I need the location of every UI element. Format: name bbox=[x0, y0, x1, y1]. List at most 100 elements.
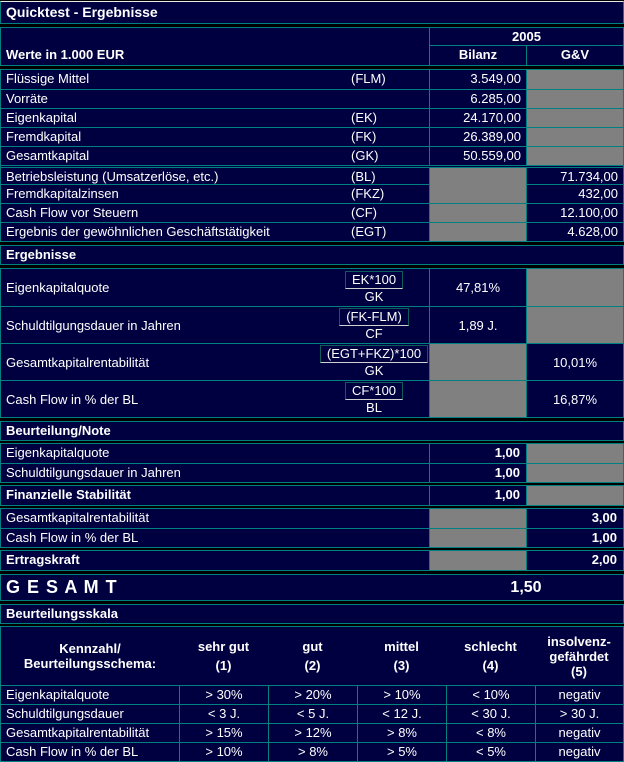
skala-value: > 10% bbox=[357, 686, 446, 704]
divider bbox=[0, 624, 624, 626]
skala-header-schlecht: schlecht (4) bbox=[464, 639, 517, 673]
divider bbox=[0, 548, 624, 550]
skala-value: negativ bbox=[535, 686, 623, 704]
note-value: 1,00 bbox=[526, 529, 623, 547]
empty-gray-cell bbox=[429, 344, 526, 380]
formula-denominator: BL bbox=[366, 400, 382, 415]
row-label: Gesamtkapitalrentabilität bbox=[6, 725, 150, 740]
table-row: Fremdkapitalzinsen (FKZ) 432,00 bbox=[1, 184, 623, 203]
row-code: (FK) bbox=[351, 129, 377, 144]
empty-gray-cell bbox=[429, 509, 526, 528]
bilanz-value: 50.559,00 bbox=[429, 147, 526, 165]
skala-header-sehr-gut: sehr gut (1) bbox=[197, 639, 250, 673]
row-label: Schuldtilgungsdauer in Jahren bbox=[6, 317, 181, 333]
skala-row: Eigenkapitalquote > 30% > 20% > 10% < 10… bbox=[1, 685, 623, 704]
row-label: Eigenkapitalquote bbox=[6, 280, 110, 295]
row-label: Fremdkapitalzinsen bbox=[6, 186, 119, 201]
row-code: (BL) bbox=[351, 169, 376, 184]
table-row: Schuldtilgungsdauer in Jahren 1,00 bbox=[1, 463, 623, 482]
empty-gray-cell bbox=[526, 307, 623, 343]
note-subtotal-ertragskraft: Ertragskraft 2,00 bbox=[0, 550, 624, 571]
bilanz-value: 26.389,00 bbox=[429, 128, 526, 146]
formula-fraction: (FK-FLM) CF bbox=[321, 308, 427, 342]
row-label: Finanzielle Stabilität bbox=[6, 487, 131, 502]
page-title: Quicktest - Ergebnisse bbox=[6, 4, 158, 20]
divider bbox=[0, 265, 624, 268]
skala-value: < 5% bbox=[446, 743, 535, 761]
skala-value: > 20% bbox=[268, 686, 357, 704]
row-code: (FLM) bbox=[351, 71, 386, 86]
table-row: Betriebsleistung (Umsatzerlöse, etc.) (BL… bbox=[1, 165, 623, 186]
empty-gray-cell bbox=[429, 529, 526, 547]
guv-value: 12.100,00 bbox=[526, 204, 623, 222]
table-row: Gesamtkapitalrentabilität (EGT+FKZ)*100 … bbox=[1, 343, 623, 380]
empty-gray-cell bbox=[429, 185, 526, 203]
row-code: (CF) bbox=[351, 205, 377, 220]
row-label: Gesamtkapitalrentabilität bbox=[6, 510, 150, 525]
table-row: Eigenkapital (EK) 24.170,00 bbox=[1, 108, 623, 127]
table-row: Gesamtkapital (GK) 50.559,00 bbox=[1, 146, 623, 165]
skala-value: < 3 J. bbox=[179, 705, 268, 723]
formula-denominator: GK bbox=[364, 288, 384, 304]
section-header-beurteilung: Beurteilung/Note bbox=[0, 421, 624, 441]
section-header-ergebnisse: Ergebnisse bbox=[0, 245, 624, 265]
result-value: 16,87% bbox=[526, 381, 623, 417]
table-row: Ergebnis der gewöhnlichen Geschäftstätig… bbox=[1, 222, 623, 241]
result-value: 1,89 J. bbox=[429, 307, 526, 343]
row-code: (EK) bbox=[351, 110, 377, 125]
note-value: 1,00 bbox=[429, 486, 526, 505]
formula-numerator: (FK-FLM) bbox=[339, 308, 409, 326]
table-row: Cash Flow in % der BL CF*100 BL 16,87% bbox=[1, 380, 623, 417]
year-spacer bbox=[1, 28, 429, 46]
ergebnisse-table: Eigenkapitalquote EK*100 GK 47,81% Schul… bbox=[0, 268, 624, 418]
skala-value: negativ bbox=[535, 743, 623, 761]
note-value: 2,00 bbox=[526, 551, 623, 570]
bilanz-column-header: Bilanz bbox=[429, 46, 526, 65]
row-label: Gesamtkapitalrentabilität bbox=[6, 354, 150, 370]
note-table-2: Gesamtkapitalrentabilität 3,00 Cash Flow… bbox=[0, 508, 624, 548]
formula-numerator: CF*100 bbox=[344, 382, 404, 400]
balance-table: Flüssige Mittel (FLM) 3.549,00 Vorräte 6.… bbox=[0, 69, 624, 242]
guv-column-header: G&V bbox=[526, 46, 623, 65]
empty-gray-cell bbox=[526, 486, 623, 505]
divider bbox=[0, 24, 624, 27]
skala-row: Cash Flow in % der BL > 10% > 8% > 5% < … bbox=[1, 742, 623, 761]
empty-gray-cell bbox=[429, 223, 526, 241]
skala-value: > 5% bbox=[357, 743, 446, 761]
row-label: Fremdkapital bbox=[6, 129, 82, 144]
table-row: Ertragskraft 2,00 bbox=[1, 551, 623, 570]
skala-value: > 8% bbox=[268, 743, 357, 761]
skala-value: < 12 J. bbox=[357, 705, 446, 723]
empty-gray-cell bbox=[526, 90, 623, 108]
table-row: Eigenkapitalquote EK*100 GK 47,81% bbox=[1, 269, 623, 306]
table-row: Gesamtkapitalrentabilität 3,00 bbox=[1, 509, 623, 528]
divider bbox=[0, 66, 624, 69]
table-row: Cash Flow vor Steuern (CF) 12.100,00 bbox=[1, 203, 623, 222]
result-value: 10,01% bbox=[526, 344, 623, 380]
row-code: (GK) bbox=[351, 148, 379, 163]
skala-table: Kennzahl/ Beurteilungsschema: sehr gut (… bbox=[0, 626, 624, 762]
bilanz-value: 24.170,00 bbox=[429, 109, 526, 127]
empty-gray-cell bbox=[526, 444, 623, 463]
skala-value: < 30 J. bbox=[446, 705, 535, 723]
row-label: Flüssige Mittel bbox=[6, 71, 90, 86]
gesamt-label: G E S A M T bbox=[6, 577, 118, 597]
bilanz-value: 6.285,00 bbox=[429, 90, 526, 108]
table-row: Fremdkapital (FK) 26.389,00 bbox=[1, 127, 623, 146]
empty-gray-cell bbox=[526, 464, 623, 482]
empty-gray-cell bbox=[526, 109, 623, 127]
note-value: 1,00 bbox=[429, 464, 526, 482]
section-header-skala: Beurteilungsskala bbox=[0, 604, 624, 624]
row-label: Schuldtilgungsdauer bbox=[6, 706, 124, 721]
empty-gray-cell bbox=[526, 269, 623, 306]
row-label: Cash Flow in % der BL bbox=[6, 744, 139, 759]
row-label: Cash Flow in % der BL bbox=[6, 391, 139, 407]
row-code bbox=[351, 90, 429, 108]
empty-gray-cell bbox=[429, 381, 526, 417]
skala-value: > 15% bbox=[179, 724, 268, 742]
row-label: Gesamtkapital bbox=[6, 148, 90, 163]
row-label: Betriebsleistung (Umsatzerlöse, etc.) bbox=[6, 169, 219, 184]
skala-value: < 10% bbox=[446, 686, 535, 704]
skala-value: negativ bbox=[535, 724, 623, 742]
